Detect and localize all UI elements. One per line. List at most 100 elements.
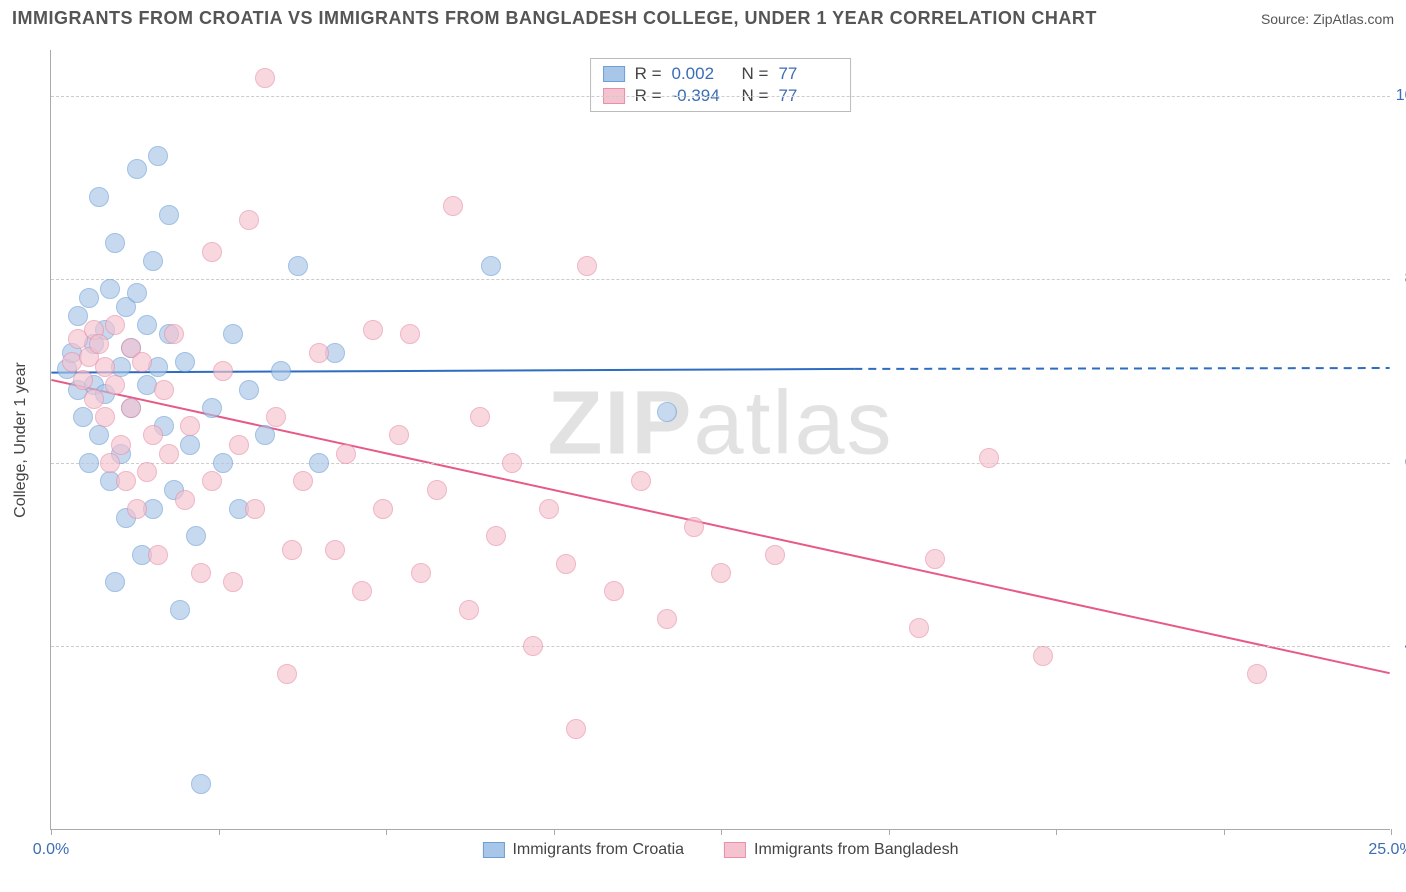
scatter-point: [293, 471, 313, 491]
scatter-point: [180, 416, 200, 436]
legend-swatch: [603, 66, 625, 82]
x-tick: [1391, 829, 1392, 835]
scatter-point: [909, 618, 929, 638]
scatter-point: [282, 540, 302, 560]
scatter-point: [657, 609, 677, 629]
scatter-point: [159, 205, 179, 225]
scatter-point: [89, 187, 109, 207]
scatter-point: [137, 315, 157, 335]
scatter-point: [411, 563, 431, 583]
scatter-point: [229, 435, 249, 455]
scatter-point: [137, 462, 157, 482]
scatter-point: [154, 380, 174, 400]
chart-title: IMMIGRANTS FROM CROATIA VS IMMIGRANTS FR…: [12, 8, 1097, 29]
r-value: 0.002: [672, 64, 732, 84]
scatter-point: [143, 425, 163, 445]
scatter-point: [89, 425, 109, 445]
scatter-point: [271, 361, 291, 381]
legend-swatch: [482, 842, 504, 858]
scatter-point: [427, 480, 447, 500]
scatter-point: [223, 572, 243, 592]
legend-label: Immigrants from Bangladesh: [754, 841, 959, 859]
scatter-point: [631, 471, 651, 491]
gridline: [51, 279, 1390, 280]
scatter-point: [213, 361, 233, 381]
scatter-point: [159, 444, 179, 464]
scatter-point: [539, 499, 559, 519]
x-tick: [721, 829, 722, 835]
scatter-point: [325, 540, 345, 560]
scatter-point: [127, 283, 147, 303]
trend-lines: [51, 50, 1390, 829]
scatter-point: [95, 357, 115, 377]
scatter-point: [111, 435, 131, 455]
scatter-point: [657, 402, 677, 422]
scatter-point: [604, 581, 624, 601]
scatter-point: [288, 256, 308, 276]
x-tick: [1224, 829, 1225, 835]
scatter-point: [1033, 646, 1053, 666]
scatter-point: [164, 324, 184, 344]
scatter-point: [711, 563, 731, 583]
scatter-point: [765, 545, 785, 565]
series-legend: Immigrants from Croatia Immigrants from B…: [482, 841, 958, 859]
scatter-point: [202, 471, 222, 491]
scatter-point: [148, 545, 168, 565]
n-value: 77: [778, 64, 838, 84]
scatter-point: [556, 554, 576, 574]
stats-legend: R =0.002N =77R =-0.394N =77: [590, 58, 852, 112]
scatter-point: [352, 581, 372, 601]
header: IMMIGRANTS FROM CROATIA VS IMMIGRANTS FR…: [0, 0, 1406, 37]
gridline: [51, 96, 1390, 97]
y-tick-label: 100.0%: [1396, 87, 1406, 105]
x-tick: [1056, 829, 1057, 835]
scatter-point: [148, 146, 168, 166]
x-tick: [889, 829, 890, 835]
scatter-point: [266, 407, 286, 427]
scatter-point: [400, 324, 420, 344]
watermark: ZIPatlas: [547, 372, 893, 475]
scatter-point: [105, 315, 125, 335]
scatter-point: [121, 398, 141, 418]
scatter-point: [191, 563, 211, 583]
scatter-point: [79, 453, 99, 473]
legend-item: Immigrants from Croatia: [482, 841, 684, 859]
scatter-point: [363, 320, 383, 340]
scatter-point: [443, 196, 463, 216]
scatter-point: [577, 256, 597, 276]
x-tick-label: 25.0%: [1368, 841, 1406, 859]
scatter-point: [481, 256, 501, 276]
x-tick: [554, 829, 555, 835]
scatter-point: [213, 453, 233, 473]
scatter-point: [79, 288, 99, 308]
stats-legend-row: R = 0.002 N = 77: [603, 63, 839, 85]
scatter-point: [239, 380, 259, 400]
scatter-point: [239, 210, 259, 230]
scatter-point: [132, 352, 152, 372]
legend-item: Immigrants from Bangladesh: [724, 841, 959, 859]
scatter-point: [389, 425, 409, 445]
scatter-point: [502, 453, 522, 473]
x-tick-label: 0.0%: [33, 841, 69, 859]
n-label: N =: [742, 64, 769, 84]
x-tick: [386, 829, 387, 835]
gridline: [51, 463, 1390, 464]
scatter-point: [127, 499, 147, 519]
scatter-point: [202, 398, 222, 418]
x-tick: [219, 829, 220, 835]
scatter-point: [486, 526, 506, 546]
scatter-point: [95, 407, 115, 427]
r-label: R =: [635, 64, 662, 84]
scatter-point: [684, 517, 704, 537]
x-tick: [51, 829, 52, 835]
scatter-point: [105, 233, 125, 253]
legend-swatch: [724, 842, 746, 858]
scatter-point: [175, 352, 195, 372]
scatter-point: [979, 448, 999, 468]
scatter-point: [309, 343, 329, 363]
scatter-point: [373, 499, 393, 519]
scatter-point: [223, 324, 243, 344]
scatter-point: [470, 407, 490, 427]
scatter-point: [277, 664, 297, 684]
scatter-point: [191, 774, 211, 794]
